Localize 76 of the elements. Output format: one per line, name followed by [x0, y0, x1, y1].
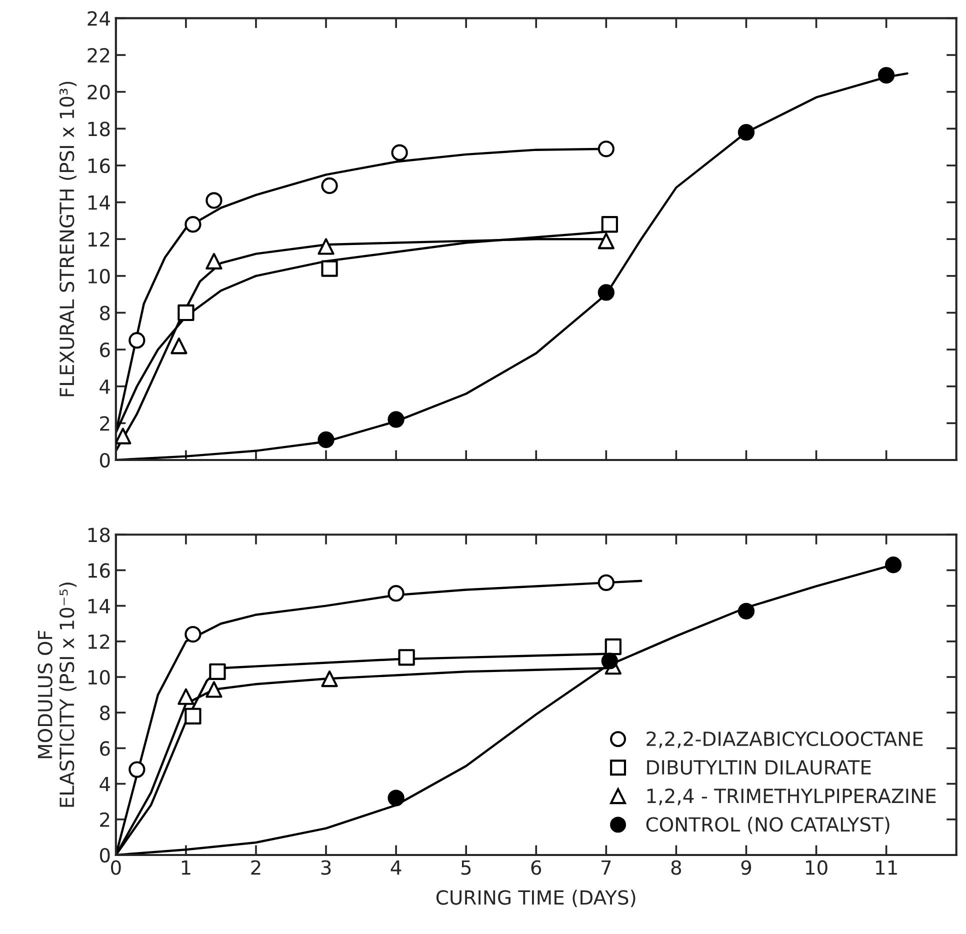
point [321, 260, 338, 277]
y-tick-label: 0 [100, 452, 110, 468]
point [398, 649, 415, 666]
legend-label: 1,2,4 - TRIMETHYLPIPERAZINE [647, 788, 936, 806]
y-tick-label: 18 [88, 528, 110, 542]
point [391, 144, 408, 161]
legend-label: 2,2,2-DIAZABICYCLOOCTANE [646, 731, 923, 748]
point [206, 192, 222, 209]
point [128, 332, 146, 349]
y-tick-label: 18 [88, 122, 110, 136]
point [321, 670, 338, 688]
point [388, 411, 404, 428]
x-tick-label: 2 [251, 860, 260, 875]
point [318, 431, 334, 448]
y-axis-title: MODULUS OF ELASTICITY (PSI x 10⁻⁵) [38, 582, 77, 807]
point [388, 585, 404, 602]
y-tick-label: 12 [88, 232, 110, 246]
x-tick-label: 7 [602, 860, 611, 875]
point [601, 652, 618, 670]
y-tick-label: 22 [88, 48, 110, 62]
x-tick-label: 9 [741, 860, 752, 875]
legend-label: DIBUTYLTIN DILAURATE [647, 760, 871, 775]
y-tick-label: 0 [100, 848, 110, 863]
x-tick-label: 3 [321, 860, 331, 875]
y-tick-label: 24 [88, 11, 110, 26]
x-tick-label: 1 [182, 860, 190, 875]
y-tick-label: 14 [88, 196, 110, 210]
point [738, 602, 755, 620]
point [598, 140, 614, 158]
point [209, 663, 226, 680]
point [184, 626, 202, 643]
point [178, 688, 194, 705]
y-tick-label: 6 [100, 342, 110, 358]
y-tick-label: 20 [88, 84, 110, 100]
y-tick-label: 2 [100, 416, 110, 431]
y-tick-label: 12 [88, 634, 110, 649]
y-axis-title: FLEXURAL STRENGTH (PSI x 10³) [59, 82, 77, 396]
x-tick-label: 5 [461, 860, 471, 875]
y-tick-label: 10 [88, 670, 110, 685]
point [878, 66, 895, 84]
point [184, 708, 202, 724]
point [321, 177, 338, 194]
y-tick-label: 4 [100, 777, 110, 792]
point [318, 238, 334, 255]
point [884, 556, 902, 574]
point [598, 232, 614, 250]
point [128, 761, 146, 778]
y-tick-label: 2 [100, 812, 110, 827]
x-tick-label: 8 [671, 860, 682, 875]
point [601, 216, 618, 233]
y-tick-label: 8 [100, 706, 110, 720]
point [388, 790, 404, 806]
y-tick-label: 6 [100, 741, 110, 756]
x-tick-label: 6 [531, 860, 542, 875]
y-tick-label: 10 [88, 268, 110, 284]
y-tick-label: 8 [100, 306, 110, 320]
point [738, 124, 755, 141]
point [170, 338, 188, 354]
y-tick-label: 16 [88, 158, 110, 174]
x-tick-label: 10 [806, 860, 828, 875]
point [116, 428, 132, 444]
point [206, 681, 222, 698]
point [598, 284, 614, 301]
y-tick-label: 14 [88, 599, 110, 614]
point [184, 216, 202, 233]
point [178, 304, 194, 322]
y-tick-label: 4 [100, 380, 110, 394]
x-tick-label: 0 [111, 860, 121, 875]
point [206, 252, 222, 270]
x-tick-label: 4 [390, 860, 402, 875]
y-tick-label: 16 [88, 563, 110, 578]
x-axis-title: CURING TIME (DAYS) [436, 890, 636, 908]
x-tick-label: 11 [876, 860, 897, 875]
point [604, 638, 622, 656]
point [598, 574, 614, 592]
legend-label: CONTROL (NO CATALYST) [646, 816, 890, 834]
